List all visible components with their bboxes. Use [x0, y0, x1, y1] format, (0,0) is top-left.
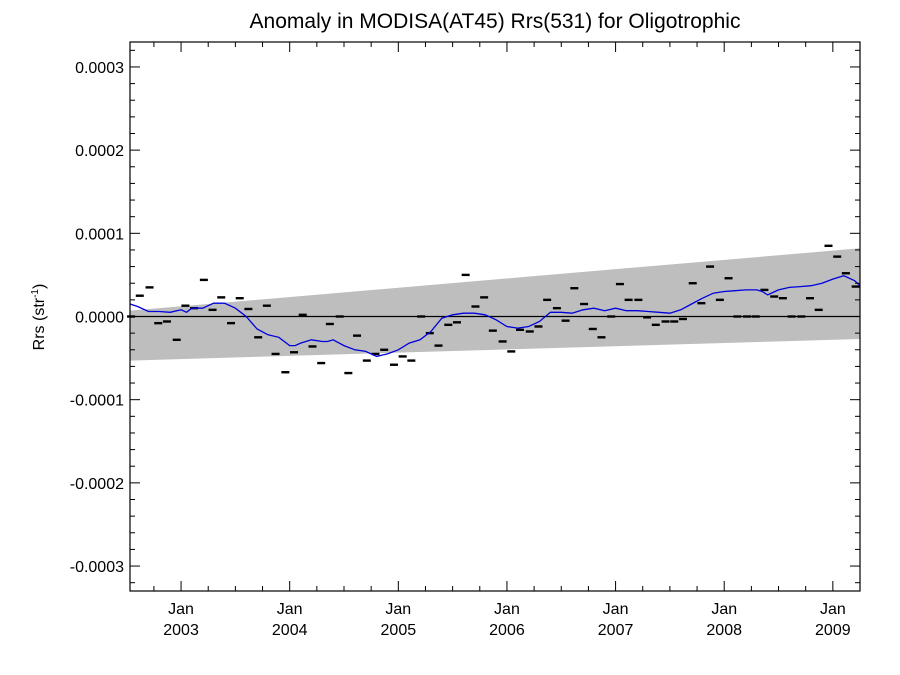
x-tick-month-2: Jan: [385, 601, 411, 618]
running-mean-layer: [129, 275, 861, 358]
x-tick-year-3: 2006: [489, 622, 525, 639]
y-axis-title-main: Rrs (str: [31, 297, 48, 350]
y-tick-label-2: 0.0001: [75, 226, 124, 243]
y-tick-label-3: 0.0000: [75, 310, 124, 327]
confidence-band: [130, 248, 860, 361]
y-axis-title: Rrs (str-1): [30, 284, 48, 351]
x-tick-month-5: Jan: [711, 601, 737, 618]
x-tick-year-4: 2007: [598, 622, 634, 639]
y-tick-label-4: -0.0001: [70, 393, 124, 410]
x-tick-year-5: 2008: [706, 622, 742, 639]
x-tick-year-6: 2009: [815, 622, 851, 639]
y-tick-labels: 0.0003 0.0002 0.0001 0.0000 -0.0001 -0.0002 -0…: [70, 60, 124, 576]
running-mean-line: [129, 275, 861, 358]
x-tick-year-0: 2003: [163, 622, 199, 639]
y-tick-label-5: -0.0002: [70, 476, 124, 493]
y-axis-title-superscript: -1: [30, 289, 41, 298]
y-tick-label-6: -0.0003: [70, 559, 124, 576]
axis-ticks: [130, 42, 861, 591]
x-tick-labels: Jan 2003 Jan 2004 Jan 2005 Jan 2006 Jan 2007 Jan 20…: [163, 601, 850, 639]
y-axis-title-end: ): [31, 284, 48, 289]
y-tick-label-0: 0.0003: [75, 60, 124, 77]
x-tick-month-4: Jan: [603, 601, 629, 618]
x-tick-year-1: 2004: [272, 622, 308, 639]
confidence-band-layer: [130, 248, 860, 361]
x-tick-month-6: Jan: [820, 601, 846, 618]
y-tick-label-1: 0.0002: [75, 143, 124, 160]
x-tick-month-1: Jan: [277, 601, 303, 618]
x-tick-month-3: Jan: [494, 601, 520, 618]
plot-area: [127, 244, 861, 375]
chart-title: Anomaly in MODISA(AT45) Rrs(531) for Oli…: [250, 10, 741, 33]
x-tick-year-2: 2005: [381, 622, 417, 639]
monthly-anomaly-points: [127, 244, 860, 375]
x-tick-month-0: Jan: [168, 601, 194, 618]
